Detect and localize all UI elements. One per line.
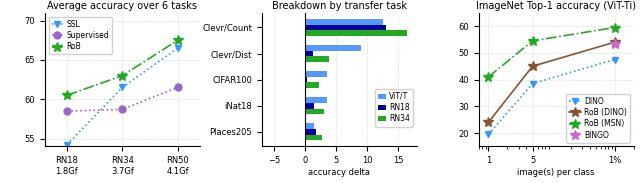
Legend: DINO, RoB (DINO), RoB (MSN), BINGO: DINO, RoB (DINO), RoB (MSN), BINGO: [566, 94, 630, 143]
Title: Breakdown by transfer task: Breakdown by transfer task: [272, 1, 406, 11]
Title: Average accuracy over 6 tasks: Average accuracy over 6 tasks: [47, 1, 197, 11]
SSL: [174, 47, 182, 49]
Bar: [305, 19, 383, 25]
Bar: [305, 71, 327, 77]
RoB (MSN): [484, 76, 492, 78]
Supervised: [174, 86, 182, 89]
RoB (DINO): [611, 41, 618, 43]
Supervised: [63, 110, 71, 112]
DINO: [529, 83, 536, 85]
SSL: [63, 144, 71, 146]
DINO: [484, 133, 492, 135]
RoB (MSN): [611, 26, 618, 29]
Bar: [305, 129, 316, 135]
Bar: [305, 135, 323, 140]
RoB (MSN): [529, 40, 536, 42]
Bar: [305, 103, 314, 109]
Bar: [305, 123, 314, 129]
Title: ImageNet Top-1 accuracy (ViT-Ti): ImageNet Top-1 accuracy (ViT-Ti): [476, 1, 636, 11]
DINO: [611, 58, 618, 61]
Line: RoB: RoB: [62, 36, 182, 100]
RoB: [174, 39, 182, 41]
Bar: [305, 56, 329, 62]
X-axis label: accuracy delta: accuracy delta: [308, 168, 370, 177]
X-axis label: image(s) per class: image(s) per class: [517, 168, 595, 177]
Bar: [305, 25, 386, 30]
Bar: [305, 45, 361, 51]
Line: SSL: SSL: [63, 45, 181, 148]
Legend: SSL, Supervised, RoB: SSL, Supervised, RoB: [49, 17, 112, 54]
Bar: [305, 77, 307, 83]
Supervised: [118, 108, 126, 111]
Line: RoB (DINO): RoB (DINO): [484, 37, 620, 127]
Bar: [305, 109, 324, 114]
Line: RoB (MSN): RoB (MSN): [484, 23, 620, 82]
Line: Supervised: Supervised: [63, 84, 181, 115]
Bar: [305, 51, 312, 56]
RoB (DINO): [529, 65, 536, 67]
Legend: ViT/T, RN18, RN34: ViT/T, RN18, RN34: [375, 89, 413, 127]
RoB: [118, 75, 126, 77]
Line: DINO: DINO: [485, 56, 618, 138]
RoB: [63, 94, 71, 96]
RoB (DINO): [484, 121, 492, 124]
Bar: [305, 97, 327, 103]
SSL: [118, 86, 126, 89]
Bar: [305, 83, 319, 88]
Bar: [305, 30, 408, 36]
